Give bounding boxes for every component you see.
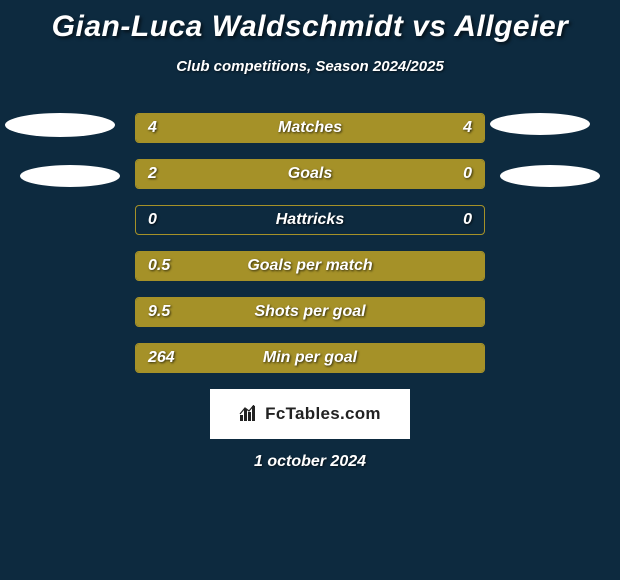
comparison-chart: 44Matches 20Goals 0 0Hattricks 0.5Goals per … xyxy=(0,113,620,373)
stat-value-left: 0 xyxy=(148,206,157,234)
stat-value-right: 0 xyxy=(463,206,472,234)
stat-fill-left xyxy=(136,298,484,326)
source-badge: FcTables.com xyxy=(210,389,410,439)
stat-row: 264Min per goal xyxy=(135,343,485,373)
decorative-ellipse xyxy=(490,113,590,135)
stat-fill-left xyxy=(136,344,484,372)
subtitle: Club competitions, Season 2024/2025 xyxy=(0,58,620,75)
stat-fill-left xyxy=(136,160,397,188)
source-badge-text: FcTables.com xyxy=(265,404,381,424)
stat-label: Hattricks xyxy=(136,206,484,234)
stat-row: 44Matches xyxy=(135,113,485,143)
stat-row: 0 0Hattricks xyxy=(135,205,485,235)
stat-row: 9.5Shots per goal xyxy=(135,297,485,327)
decorative-ellipse xyxy=(20,165,120,187)
stat-row: 20Goals xyxy=(135,159,485,189)
date-label: 1 october 2024 xyxy=(0,453,620,471)
stat-row: 0.5Goals per match xyxy=(135,251,485,281)
page-title: Gian-Luca Waldschmidt vs Allgeier xyxy=(0,0,620,44)
stat-fill-right xyxy=(397,160,484,188)
stat-fill-left xyxy=(136,114,310,142)
bar-chart-icon xyxy=(239,405,259,423)
decorative-ellipse xyxy=(5,113,115,137)
stat-fill-right xyxy=(310,114,484,142)
stat-fill-left xyxy=(136,252,484,280)
decorative-ellipse xyxy=(500,165,600,187)
